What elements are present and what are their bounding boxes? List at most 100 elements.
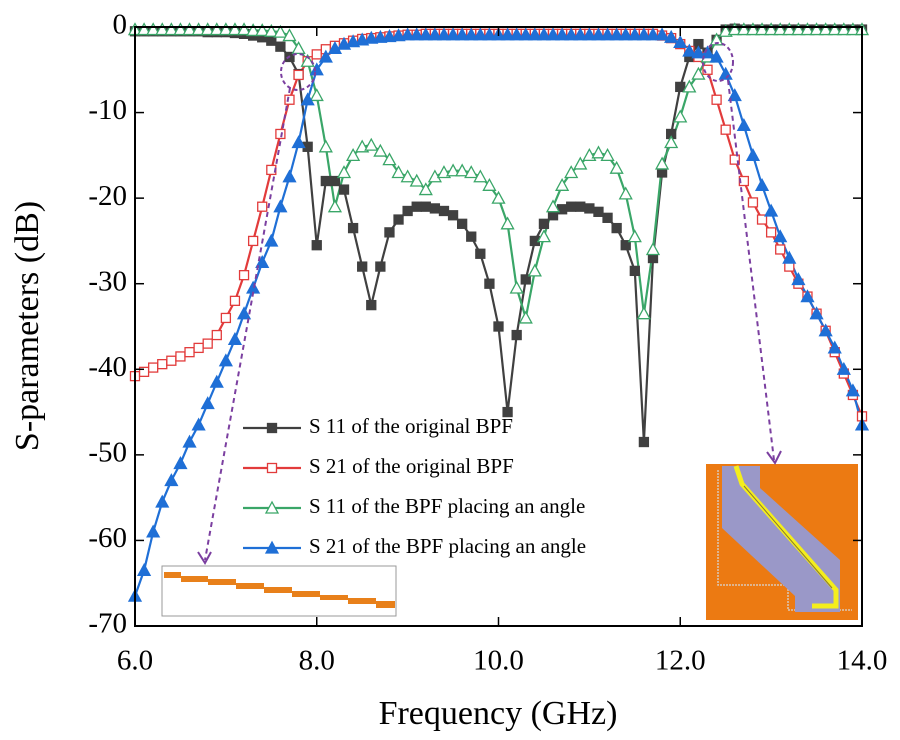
marker [482,27,497,41]
x-tick-label: 6.0 [117,645,153,677]
marker [409,27,424,41]
marker [309,88,324,102]
marker [291,41,306,55]
marker [711,94,722,105]
marker [191,417,206,431]
marker [527,27,542,41]
marker [754,22,770,36]
x-tick-label: 14.0 [837,645,888,677]
marker [191,22,206,36]
marker [566,201,577,212]
legend-marker [264,540,280,554]
marker [618,27,633,41]
marker [175,351,186,362]
marker [800,22,815,36]
marker [382,152,397,166]
marker [311,49,322,60]
marker [391,28,406,42]
y-tick-label: -10 [88,94,127,126]
marker [475,248,486,259]
marker [418,27,433,41]
marker [382,29,397,43]
marker [573,27,588,41]
marker [375,261,386,272]
marker [691,45,706,59]
marker [236,22,252,36]
marker [284,94,295,105]
marker [747,197,759,208]
marker [736,22,751,36]
inset-right [706,464,858,620]
marker [593,206,604,217]
marker [511,329,522,341]
marker [556,204,568,215]
marker [527,263,542,277]
marker [273,199,288,213]
marker [502,406,513,418]
marker [573,156,588,170]
marker [627,27,642,41]
marker [466,231,477,242]
marker [736,118,751,132]
marker [166,355,177,366]
marker [455,27,470,41]
marker [455,163,470,177]
marker [193,342,204,354]
marker [136,22,152,36]
marker [409,173,424,187]
marker [602,212,613,223]
marker [545,199,561,213]
marker [445,163,461,177]
marker [211,329,222,341]
annotations [197,42,782,565]
marker [445,27,461,41]
marker [645,242,661,256]
marker [845,22,861,36]
y-tick-label: 0 [113,9,128,41]
marker [427,27,442,41]
marker [664,135,679,149]
marker [164,473,179,487]
marker [638,436,650,448]
marker [773,22,788,36]
marker [800,289,815,303]
series-line [134,32,864,417]
legend-label: S 11 of the original BPF [309,414,513,438]
marker [146,524,161,538]
marker [300,92,315,106]
marker [500,27,515,41]
marker [509,280,524,294]
marker [275,41,286,52]
marker [373,143,388,157]
marker [300,53,315,67]
marker [182,22,197,36]
marker [400,169,415,183]
marker [346,147,361,162]
y-tick-label: -70 [88,608,127,640]
marker [545,27,561,41]
marker [282,28,297,42]
marker [664,29,679,43]
marker [827,340,842,354]
marker [555,177,570,191]
x-tick-label: 12.0 [655,645,706,677]
marker [229,295,241,306]
marker [402,205,413,217]
marker [518,310,533,324]
marker [364,137,379,151]
marker [584,203,595,214]
marker [555,27,570,41]
marker [255,23,270,37]
marker [782,250,797,264]
legend-marker [266,462,278,474]
marker [536,27,552,41]
marker [709,32,724,46]
marker [209,374,224,388]
marker [791,22,806,36]
marker [727,88,742,102]
marker [164,22,179,36]
marker [420,201,431,212]
marker [447,210,459,221]
marker [836,361,851,375]
marker [809,22,824,36]
